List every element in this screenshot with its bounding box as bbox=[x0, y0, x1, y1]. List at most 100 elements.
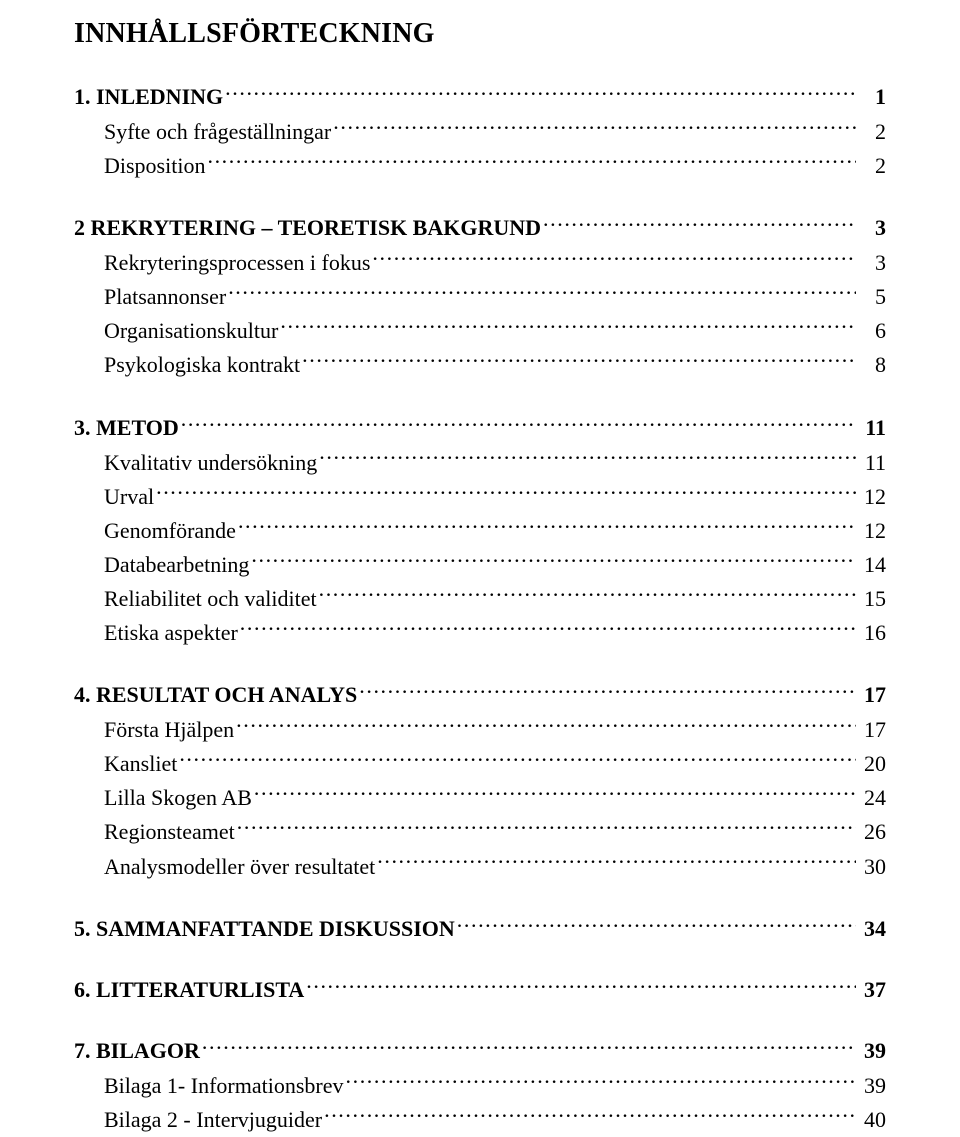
toc-leader bbox=[228, 282, 856, 304]
toc-entry-label: Platsannonser bbox=[104, 280, 226, 314]
toc-entry-label: 3. METOD bbox=[74, 411, 179, 444]
toc-leader bbox=[237, 817, 856, 839]
toc-entry-page: 3 bbox=[858, 211, 886, 244]
toc-entry-page: 11 bbox=[858, 446, 886, 480]
toc-sub: Psykologiska kontrakt 8 bbox=[74, 348, 886, 382]
toc-sub: Kansliet 20 bbox=[74, 747, 886, 781]
toc-entry-label: 4. RESULTAT OCH ANALYS bbox=[74, 678, 357, 711]
toc-leader bbox=[240, 618, 856, 640]
toc-leader bbox=[543, 213, 856, 235]
toc-entry-label: Organisationskultur bbox=[104, 314, 278, 348]
toc-entry-label: 6. LITTERATURLISTA bbox=[74, 973, 304, 1006]
toc-entry-page: 11 bbox=[858, 411, 886, 444]
page-container: INNHÅLLSFÖRTECKNING 1. INLEDNING1Syfte o… bbox=[0, 0, 960, 1137]
toc-entry-label: 7. BILAGOR bbox=[74, 1034, 200, 1067]
toc-sub: Analysmodeller över resultatet 30 bbox=[74, 850, 886, 884]
toc-entry-label: Databearbetning bbox=[104, 548, 249, 582]
toc-sub: Disposition 2 bbox=[74, 149, 886, 183]
toc-entry-page: 24 bbox=[858, 781, 886, 815]
toc-sub: Etiska aspekter 16 bbox=[74, 616, 886, 650]
toc-entry-label: Genomförande bbox=[104, 514, 236, 548]
toc-leader bbox=[319, 584, 856, 606]
toc-entry-page: 17 bbox=[858, 678, 886, 711]
toc-entry-page: 14 bbox=[858, 548, 886, 582]
toc-entry-page: 20 bbox=[858, 747, 886, 781]
toc-entry-label: Bilaga 2 - Intervjuguider bbox=[104, 1103, 322, 1137]
toc-title: INNHÅLLSFÖRTECKNING bbox=[74, 18, 886, 50]
toc-sub: Kvalitativ undersökning 11 bbox=[74, 446, 886, 480]
toc-leader bbox=[236, 715, 856, 737]
toc-entry-page: 15 bbox=[858, 582, 886, 616]
toc-section: 3. METOD 11 bbox=[74, 411, 886, 444]
toc-entry-label: Disposition bbox=[104, 149, 205, 183]
toc-entry-page: 16 bbox=[858, 616, 886, 650]
toc-entry-label: Rekryteringsprocessen i fokus bbox=[104, 246, 370, 280]
toc-sub: Platsannonser 5 bbox=[74, 280, 886, 314]
toc-entry-page: 8 bbox=[858, 348, 886, 382]
toc-entry-page: 5 bbox=[858, 280, 886, 314]
toc-section: 2 REKRYTERING – TEORETISK BAKGRUND 3 bbox=[74, 211, 886, 244]
toc-section: 6. LITTERATURLISTA 37 bbox=[74, 973, 886, 1006]
toc-entry-page: 3 bbox=[858, 246, 886, 280]
toc-leader bbox=[156, 482, 856, 504]
toc-entry-label: 5. SAMMANFATTANDE DISKUSSION bbox=[74, 912, 455, 945]
toc-leader bbox=[251, 550, 856, 572]
toc-entry-label: Kansliet bbox=[104, 747, 177, 781]
toc-section: 7. BILAGOR39 bbox=[74, 1034, 886, 1067]
toc-entry-label: Psykologiska kontrakt bbox=[104, 348, 300, 382]
toc-sub: Databearbetning 14 bbox=[74, 548, 886, 582]
toc-leader bbox=[377, 852, 856, 874]
toc-leader bbox=[207, 151, 856, 173]
toc-entry-label: Kvalitativ undersökning bbox=[104, 446, 317, 480]
toc-leader bbox=[254, 783, 856, 805]
toc-entry-label: Regionsteamet bbox=[104, 815, 235, 849]
toc-entry-page: 37 bbox=[858, 973, 886, 1006]
toc-leader bbox=[225, 82, 856, 104]
toc-entry-label: 1. INLEDNING bbox=[74, 80, 223, 113]
toc-entry-label: 2 REKRYTERING – TEORETISK BAKGRUND bbox=[74, 211, 541, 244]
toc-leader bbox=[280, 316, 856, 338]
toc-sub: Första Hjälpen 17 bbox=[74, 713, 886, 747]
toc-entry-page: 30 bbox=[858, 850, 886, 884]
toc-sub: Organisationskultur 6 bbox=[74, 314, 886, 348]
toc-entry-page: 1 bbox=[858, 80, 886, 113]
toc-sub: Lilla Skogen AB 24 bbox=[74, 781, 886, 815]
toc-leader bbox=[359, 680, 856, 702]
toc-entry-label: Syfte och frågeställningar bbox=[104, 115, 331, 149]
toc-entry-label: Etiska aspekter bbox=[104, 616, 238, 650]
toc-entry-page: 40 bbox=[858, 1103, 886, 1137]
toc-section: 4. RESULTAT OCH ANALYS 17 bbox=[74, 678, 886, 711]
toc-leader bbox=[302, 350, 856, 372]
toc-sub: Urval 12 bbox=[74, 480, 886, 514]
toc-leader bbox=[457, 914, 856, 936]
toc-leader bbox=[238, 516, 856, 538]
toc-leader bbox=[372, 248, 856, 270]
toc-entry-label: Första Hjälpen bbox=[104, 713, 234, 747]
toc-leader bbox=[181, 413, 856, 435]
toc-entry-page: 26 bbox=[858, 815, 886, 849]
toc-entry-page: 39 bbox=[858, 1069, 886, 1103]
toc-leader bbox=[346, 1071, 857, 1093]
toc-entry-label: Lilla Skogen AB bbox=[104, 781, 252, 815]
toc-leader bbox=[324, 1105, 856, 1127]
toc-sub: Regionsteamet 26 bbox=[74, 815, 886, 849]
toc-entry-page: 6 bbox=[858, 314, 886, 348]
toc-leader bbox=[179, 749, 856, 771]
toc-leader bbox=[202, 1036, 856, 1058]
toc-leader bbox=[306, 975, 856, 997]
toc-entry-page: 12 bbox=[858, 480, 886, 514]
toc-sub: Genomförande12 bbox=[74, 514, 886, 548]
toc-entry-label: Urval bbox=[104, 480, 154, 514]
toc-entry-label: Bilaga 1- Informationsbrev bbox=[104, 1069, 344, 1103]
toc-entry-label: Reliabilitet och validitet bbox=[104, 582, 317, 616]
toc-sub: Syfte och frågeställningar 2 bbox=[74, 115, 886, 149]
toc-entry-label: Analysmodeller över resultatet bbox=[104, 850, 375, 884]
toc-entry-page: 2 bbox=[858, 149, 886, 183]
toc-section: 5. SAMMANFATTANDE DISKUSSION 34 bbox=[74, 912, 886, 945]
toc-entry-page: 17 bbox=[858, 713, 886, 747]
toc-sub: Bilaga 2 - Intervjuguider 40 bbox=[74, 1103, 886, 1137]
toc-entry-page: 34 bbox=[858, 912, 886, 945]
toc-sub: Rekryteringsprocessen i fokus 3 bbox=[74, 246, 886, 280]
toc-sub: Bilaga 1- Informationsbrev 39 bbox=[74, 1069, 886, 1103]
toc-entry-page: 2 bbox=[858, 115, 886, 149]
